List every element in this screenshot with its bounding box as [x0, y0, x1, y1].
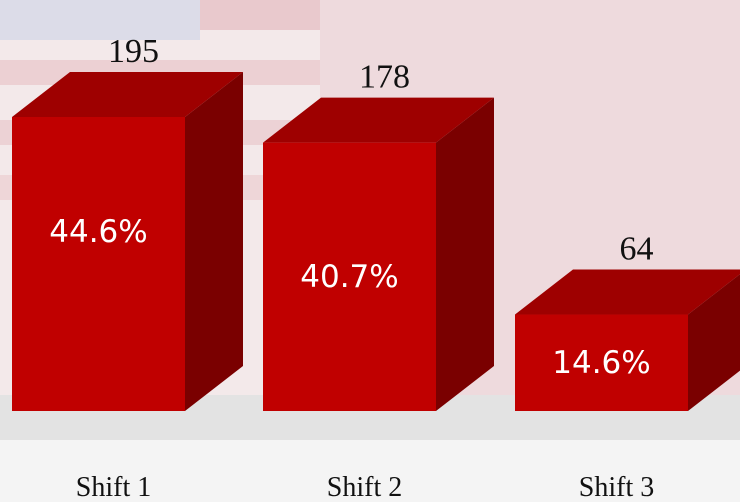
x-tick-label: Shift 1	[76, 472, 151, 502]
x-tick-label: Shift 3	[579, 472, 654, 502]
bar-side	[436, 98, 494, 411]
value-label: 178	[359, 59, 410, 96]
value-label: 64	[620, 231, 654, 268]
chart: 195 44.6% Shift 1 178 40.7% Shift 2 64 14.6% Shi…	[0, 0, 740, 502]
percent-label: 14.6%	[552, 345, 650, 381]
bar	[12, 117, 185, 411]
percent-label: 44.6%	[49, 214, 147, 250]
percent-label: 40.7%	[300, 259, 398, 295]
value-label: 195	[108, 33, 159, 70]
bar-side	[185, 72, 243, 411]
x-tick-label: Shift 2	[327, 472, 402, 502]
